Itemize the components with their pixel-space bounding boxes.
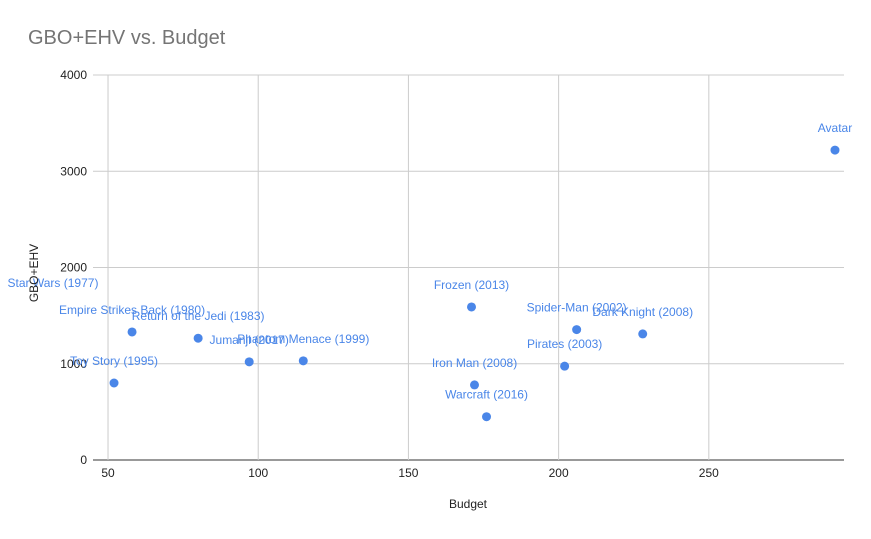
data-point: [109, 378, 119, 388]
data-point: [572, 325, 582, 335]
data-label: Jumanji (2017): [210, 333, 289, 347]
y-axis-ticks: 0 1000 2000 3000 4000: [60, 68, 87, 467]
data-labels: Toy Story (1995) Empire Strikes Back (198…: [8, 121, 853, 402]
data-point: [560, 361, 570, 371]
x-tick-label: 150: [398, 466, 418, 480]
data-point: [193, 333, 203, 343]
data-label: Iron Man (2008): [432, 356, 517, 370]
data-label: Pirates (2003): [527, 337, 602, 351]
x-axis-ticks: 50 100 150 200 250: [101, 466, 719, 480]
data-label: Phantom Menace (1999): [237, 332, 369, 346]
data-point: [470, 380, 480, 390]
data-points: [109, 145, 840, 422]
data-label: Avatar: [818, 121, 852, 135]
x-tick-label: 100: [248, 466, 268, 480]
y-tick-label: 1000: [60, 357, 87, 371]
data-label: Frozen (2013): [434, 278, 509, 292]
data-point: [244, 357, 254, 367]
y-tick-label: 2000: [60, 261, 87, 275]
data-point: [638, 329, 648, 339]
data-point: [127, 327, 137, 337]
grid: [93, 74, 844, 461]
data-label: Warcraft (2016): [445, 388, 528, 402]
y-tick-label: 4000: [60, 68, 87, 82]
y-tick-label: 0: [80, 453, 87, 467]
data-point: [298, 356, 308, 366]
data-label: Spider-Man (2002): [527, 301, 627, 315]
x-tick-label: 250: [699, 466, 719, 480]
y-tick-label: 3000: [60, 164, 87, 178]
y-axis-title: GBO+EHV: [27, 244, 41, 302]
x-axis-title: Budget: [449, 497, 488, 511]
data-label: Star Wars (1977): [8, 276, 99, 290]
data-label: Empire Strikes Back (1980): [59, 303, 205, 317]
data-label: Toy Story (1995): [70, 354, 158, 368]
data-point: [482, 412, 492, 422]
chart-title: GBO+EHV vs. Budget: [28, 27, 226, 49]
x-tick-label: 200: [549, 466, 569, 480]
data-point: [467, 302, 477, 312]
data-label: Return of the Jedi (1983): [132, 309, 265, 323]
data-label: Dark Knight (2008): [592, 305, 693, 319]
data-point: [830, 145, 840, 155]
x-tick-label: 50: [101, 466, 115, 480]
